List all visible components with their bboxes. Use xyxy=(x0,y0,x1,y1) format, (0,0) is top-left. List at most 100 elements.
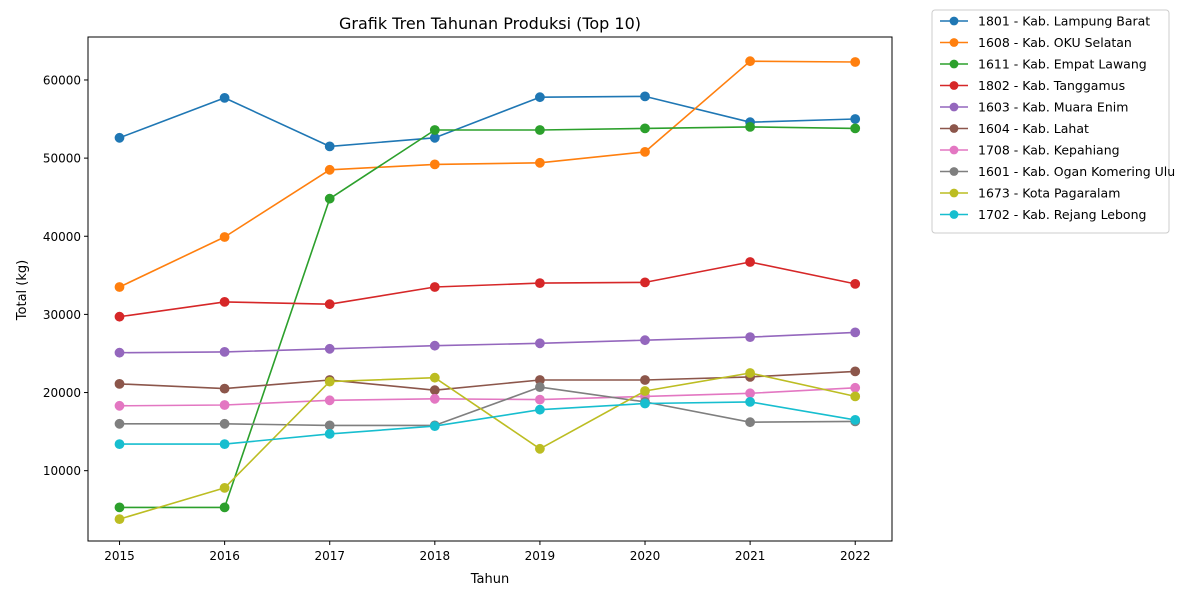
data-point xyxy=(535,382,545,393)
data-point xyxy=(324,343,335,354)
legend-swatch-marker xyxy=(949,81,959,90)
legend-swatch-marker xyxy=(949,102,959,112)
data-point xyxy=(535,92,545,103)
series-line xyxy=(119,60,856,288)
data-point xyxy=(745,332,755,343)
data-point xyxy=(114,439,125,450)
legend-label: 1708 - Kab. Kepahiang xyxy=(978,143,1120,158)
legend-swatch-marker xyxy=(949,167,959,176)
series-line xyxy=(119,401,856,445)
data-point xyxy=(640,398,650,409)
legend-item: 1611 - Kab. Empat Lawang xyxy=(940,57,1147,72)
legend-item: 1608 - Kab. OKU Selatan xyxy=(940,35,1132,50)
data-point xyxy=(535,394,545,405)
data-point xyxy=(535,157,545,168)
data-point xyxy=(535,278,545,289)
data-point xyxy=(640,335,650,346)
data-point xyxy=(429,159,440,170)
data-point xyxy=(219,400,230,410)
x-tick-label: 2018 xyxy=(420,549,451,563)
data-point xyxy=(745,388,755,399)
series-line xyxy=(119,261,856,318)
legend-swatch-marker xyxy=(949,210,959,219)
data-point xyxy=(114,514,125,524)
data-point xyxy=(850,57,861,67)
data-point xyxy=(745,397,755,407)
series-line xyxy=(119,95,856,148)
data-point xyxy=(324,376,335,387)
series-line xyxy=(119,126,856,509)
legend-item: 1801 - Kab. Lampung Barat xyxy=(940,14,1150,29)
data-point xyxy=(535,443,545,454)
y-tick-label: 30000 xyxy=(43,308,81,322)
legend-item: 1702 - Kab. Rejang Lebong xyxy=(940,207,1146,222)
x-tick-label: 2020 xyxy=(630,549,661,563)
data-point xyxy=(219,439,230,450)
legend-label: 1802 - Kab. Tanggamus xyxy=(978,78,1125,93)
data-point xyxy=(745,257,755,267)
y-tick-label: 40000 xyxy=(43,230,81,244)
y-tick-label: 50000 xyxy=(43,152,81,166)
x-tick-label: 2017 xyxy=(314,549,345,563)
data-point xyxy=(324,141,335,152)
data-point xyxy=(219,502,230,513)
data-point xyxy=(850,123,861,134)
data-point xyxy=(114,418,125,429)
y-tick-label: 10000 xyxy=(43,464,81,478)
legend-label: 1801 - Kab. Lampung Barat xyxy=(978,14,1150,29)
data-point xyxy=(745,56,755,67)
x-tick-label: 2015 xyxy=(104,549,135,563)
x-tick-label: 2016 xyxy=(209,549,240,563)
x-tick-label: 2019 xyxy=(525,549,556,563)
data-point xyxy=(535,125,545,135)
data-point xyxy=(640,123,650,134)
series-line xyxy=(119,387,856,407)
x-axis-label: Tahun xyxy=(470,572,509,587)
legend-item: 1802 - Kab. Tanggamus xyxy=(940,78,1125,93)
data-point xyxy=(429,282,440,292)
series-2 xyxy=(114,56,861,292)
data-point xyxy=(114,311,125,322)
legend-label: 1603 - Kab. Muara Enim xyxy=(978,100,1128,115)
data-point xyxy=(429,125,440,135)
series-line xyxy=(119,386,856,427)
data-point xyxy=(850,114,861,124)
data-point xyxy=(640,277,650,288)
data-point xyxy=(324,420,335,431)
legend-swatch-marker xyxy=(949,124,959,133)
legend-label: 1673 - Kota Pagaralam xyxy=(978,186,1120,201)
y-tick-label: 20000 xyxy=(43,386,81,400)
data-point xyxy=(850,366,861,377)
data-point xyxy=(324,164,335,175)
data-point xyxy=(114,132,125,143)
data-point xyxy=(535,404,545,415)
legend-item: 1603 - Kab. Muara Enim xyxy=(940,100,1128,115)
data-point xyxy=(640,91,650,102)
legend-swatch-marker xyxy=(949,188,959,198)
data-point xyxy=(114,282,125,292)
data-point xyxy=(429,385,440,396)
series-9 xyxy=(114,368,861,524)
data-point xyxy=(114,347,125,358)
data-point xyxy=(850,279,861,289)
data-point xyxy=(850,327,861,338)
data-point xyxy=(219,483,230,493)
legend-box xyxy=(931,9,1170,234)
legend-swatch-marker xyxy=(949,16,959,26)
legend: 1801 - Kab. Lampung Barat 1608 - Kab. OKU… xyxy=(931,9,1175,234)
data-point xyxy=(219,347,230,357)
data-point xyxy=(640,147,650,157)
data-point xyxy=(850,391,861,402)
series-7 xyxy=(114,382,861,411)
data-point xyxy=(429,372,440,383)
data-point xyxy=(429,393,440,404)
legend-label: 1608 - Kab. OKU Selatan xyxy=(978,35,1132,50)
legend-swatch-marker xyxy=(949,38,959,47)
data-point xyxy=(219,93,230,103)
series-5 xyxy=(114,327,861,358)
axes-frame xyxy=(87,36,893,542)
data-point xyxy=(219,383,230,394)
plot-area: 2015 2016 2017 2018 2019 2020 2021 2022 10000 200… xyxy=(43,36,893,563)
series-line xyxy=(119,372,856,520)
